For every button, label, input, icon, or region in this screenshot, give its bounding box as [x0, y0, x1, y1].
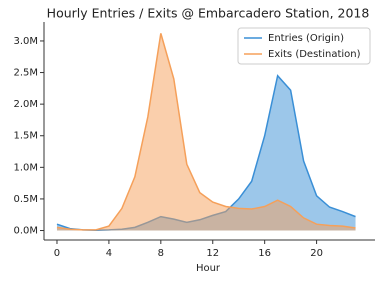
legend-label: Exits (Destination): [268, 49, 361, 60]
y-tick-label: 1.0M: [13, 162, 38, 173]
y-tick-label: 2.0M: [13, 99, 38, 110]
legend-label: Entries (Origin): [268, 33, 344, 44]
y-tick-label: 0.0M: [13, 226, 38, 237]
x-tick-label: 20: [310, 248, 323, 259]
y-tick-label: 0.5M: [13, 194, 38, 205]
chart-title: Hourly Entries / Exits @ Embarcadero Sta…: [47, 6, 370, 21]
y-tick-label: 1.5M: [13, 131, 38, 142]
y-tick-label: 2.5M: [13, 68, 38, 79]
y-tick-label: 3.0M: [13, 36, 38, 47]
legend-box: [237, 27, 371, 65]
x-axis-label: Hour: [196, 263, 221, 274]
x-tick-label: 16: [258, 248, 271, 259]
x-tick-label: 4: [106, 248, 112, 259]
x-tick-label: 8: [158, 248, 164, 259]
x-tick-label: 0: [54, 248, 60, 259]
area: [56, 75, 356, 231]
x-tick-label: 12: [206, 248, 219, 259]
line: [56, 33, 356, 231]
